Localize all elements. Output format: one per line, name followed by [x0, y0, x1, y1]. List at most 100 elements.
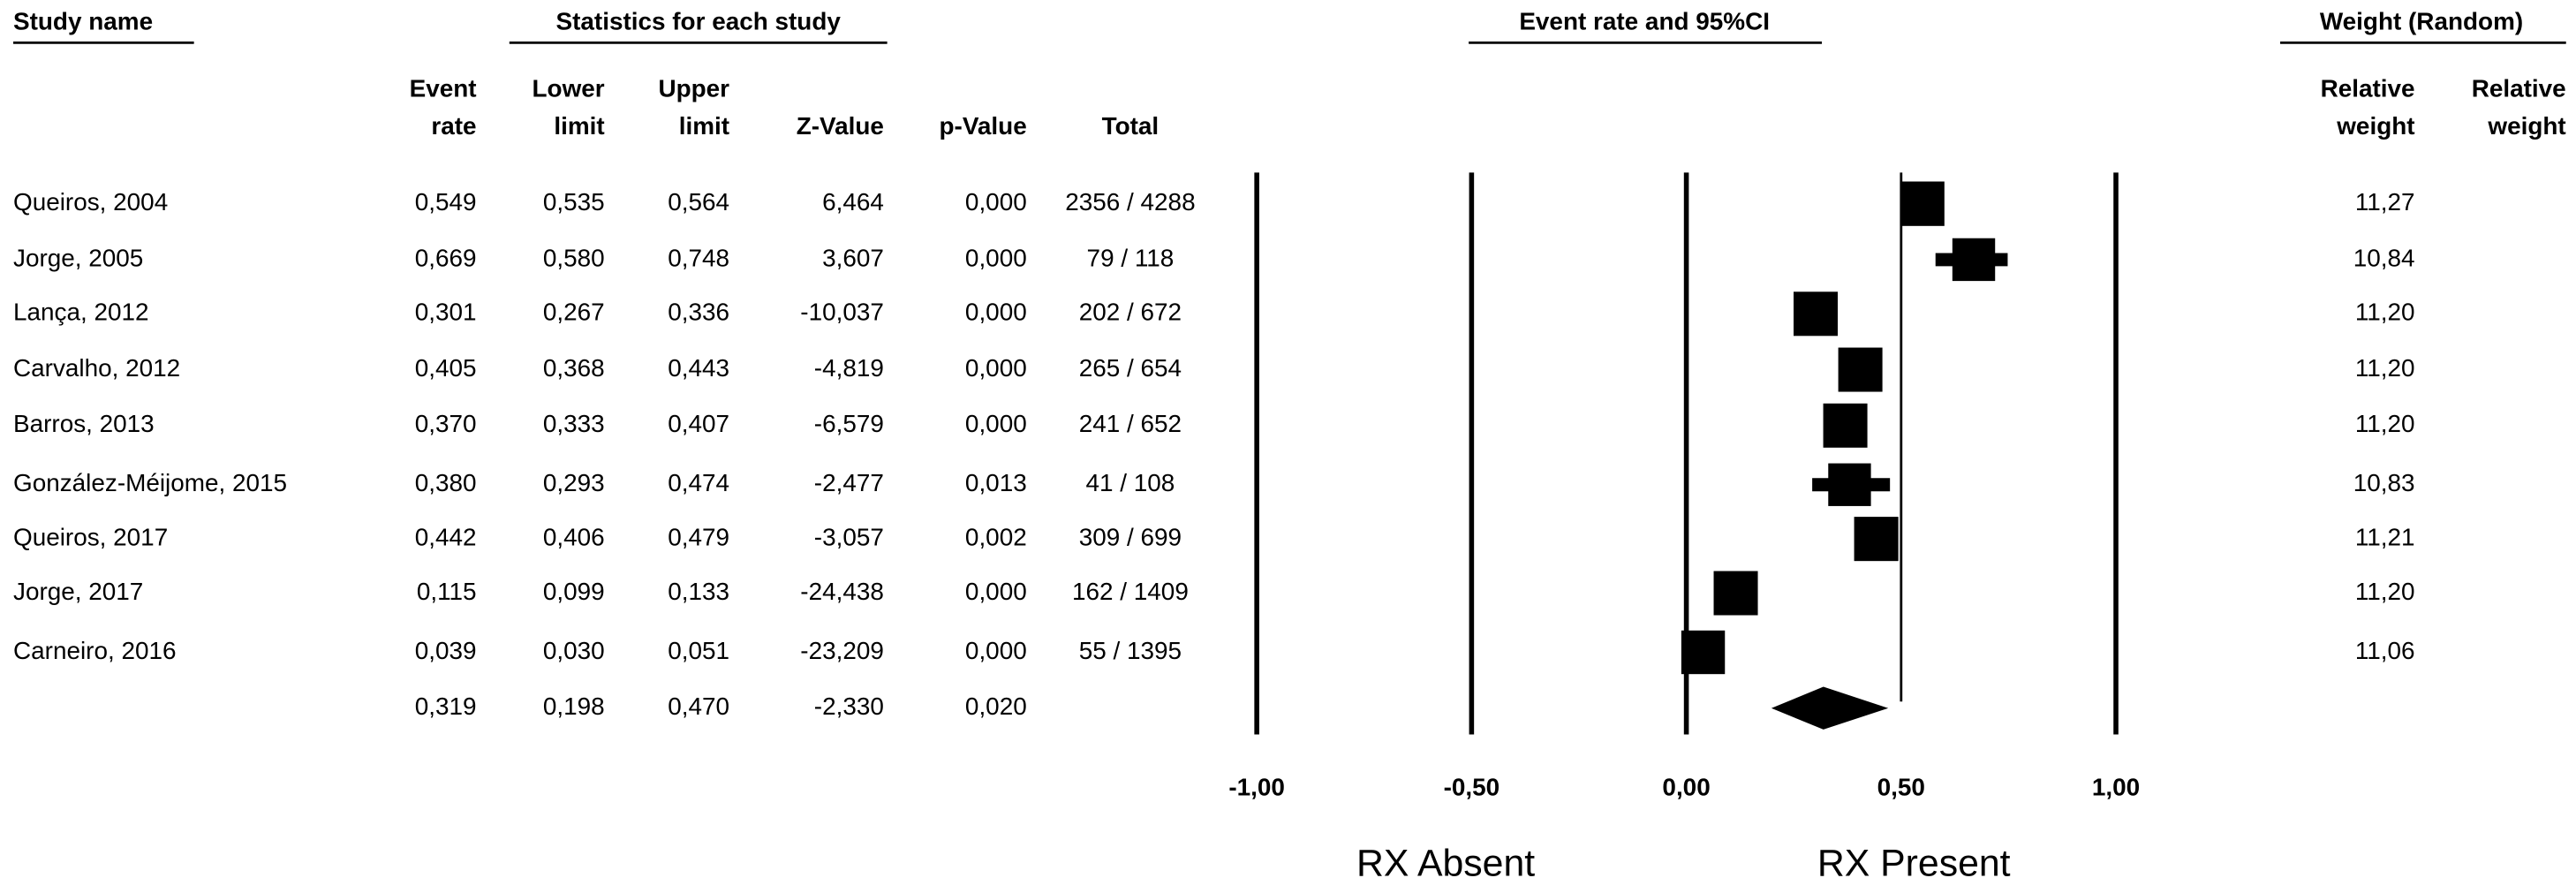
x-tick-label: -1,00	[1228, 773, 1285, 800]
column-header-line: Total	[1102, 112, 1160, 140]
study-name: Queiros, 2004	[13, 188, 168, 216]
upper-limit: 0,564	[668, 188, 729, 216]
x-tick-label: 0,50	[1877, 773, 1925, 800]
p-value: 0,000	[965, 354, 1027, 382]
event-rate: 0,370	[415, 410, 477, 437]
study-marker	[1713, 571, 1758, 616]
z-value: -24,438	[800, 578, 884, 605]
event-rate: 0,039	[415, 637, 477, 664]
column-header-line: Upper	[658, 75, 729, 102]
event-rate: 0,405	[415, 354, 477, 382]
z-value: -10,037	[800, 299, 884, 326]
event-rate: 0,669	[415, 244, 477, 271]
header-weight: Weight (Random)	[2320, 7, 2523, 34]
total: 265 / 654	[1079, 354, 1182, 382]
study-marker	[1828, 463, 1871, 506]
event-rate: 0,442	[415, 524, 477, 551]
lower-limit: 0,267	[543, 299, 605, 326]
relative-weight: 11,06	[2355, 637, 2415, 664]
event-rate: 0,549	[415, 188, 477, 216]
total: 41 / 108	[1086, 469, 1175, 496]
column-header: Relative weight	[2321, 75, 2415, 140]
p-value: 0,000	[965, 578, 1027, 605]
x-tick-label: 1,00	[2092, 773, 2140, 800]
upper-limit: 0,443	[668, 354, 729, 382]
study-name: Lança, 2012	[13, 299, 149, 326]
axis-label: RX Present	[1817, 843, 2011, 885]
column-header-line: limit	[554, 112, 604, 140]
event-rate: 0,301	[415, 299, 477, 326]
column-header-line: Z-Value	[797, 112, 884, 140]
total: 55 / 1395	[1079, 637, 1182, 664]
p-value: 0,000	[965, 299, 1027, 326]
study-marker	[1823, 403, 1868, 448]
upper-limit: 0,051	[668, 637, 729, 664]
upper-limit: 0,133	[668, 578, 729, 605]
column-header: Relative weight	[2472, 75, 2566, 140]
p-value: 0,000	[965, 244, 1027, 271]
lower-limit: 0,580	[543, 244, 605, 271]
column-header-line: weight	[2336, 112, 2414, 140]
column-header-line: Lower	[533, 75, 605, 102]
upper-limit: 0,479	[668, 524, 729, 551]
total: 202 / 672	[1079, 299, 1182, 326]
relative-weight: 10,84	[2353, 244, 2415, 271]
upper-limit: 0,336	[668, 299, 729, 326]
column-header-line: Relative	[2321, 75, 2415, 102]
study-name: Carneiro, 2016	[13, 637, 177, 664]
z-value: -2,477	[814, 469, 884, 496]
p-value: 0,002	[965, 524, 1027, 551]
column-header: p-Value	[940, 112, 1027, 140]
column-header: Event rate	[410, 75, 477, 140]
header-plot: Event rate and 95%CI	[1519, 7, 1770, 34]
p-value: 0,000	[965, 188, 1027, 216]
x-tick-label: 0,00	[1662, 773, 1710, 800]
upper-limit: 0,748	[668, 244, 729, 271]
relative-weight: 11,20	[2355, 578, 2415, 605]
study-marker	[1794, 291, 1839, 337]
column-header-line: weight	[2487, 112, 2565, 140]
study-name: Jorge, 2017	[13, 578, 143, 605]
p-value: 0,000	[965, 410, 1027, 437]
relative-weight: 11,20	[2355, 299, 2415, 326]
column-header: Upper limit	[658, 75, 729, 140]
column-header-line: Relative	[2472, 75, 2566, 102]
study-marker	[1900, 181, 1945, 226]
column-header-line: limit	[679, 112, 729, 140]
z-value: -3,057	[814, 524, 884, 551]
total: 162 / 1409	[1072, 578, 1189, 605]
study-name: González-Méijome, 2015	[13, 469, 287, 496]
z-value: -4,819	[814, 354, 884, 382]
z-value: -2,330	[814, 692, 884, 720]
upper-limit: 0,407	[668, 410, 729, 437]
study-marker	[1854, 517, 1899, 562]
study-marker	[1952, 238, 1996, 282]
summary-diamond	[1771, 686, 1889, 730]
upper-limit: 0,470	[668, 692, 729, 720]
event-rate: 0,115	[417, 578, 477, 605]
column-header-line: p-Value	[940, 112, 1027, 140]
lower-limit: 0,368	[543, 354, 605, 382]
total: 241 / 652	[1079, 410, 1182, 437]
p-value: 0,013	[965, 469, 1027, 496]
study-marker	[1681, 630, 1726, 675]
z-value: 6,464	[822, 188, 884, 216]
lower-limit: 0,406	[543, 524, 605, 551]
lower-limit: 0,099	[543, 578, 605, 605]
lower-limit: 0,535	[543, 188, 605, 216]
column-header: Lower limit	[533, 75, 605, 140]
relative-weight: 11,21	[2355, 524, 2415, 551]
relative-weight: 11,20	[2355, 354, 2415, 382]
relative-weight: 11,27	[2355, 188, 2415, 216]
axis-label: RX Absent	[1356, 843, 1535, 885]
study-marker	[1838, 347, 1883, 392]
event-rate: 0,380	[415, 469, 477, 496]
z-value: 3,607	[822, 244, 884, 271]
z-value: -6,579	[814, 410, 884, 437]
total: 2356 / 4288	[1065, 188, 1195, 216]
event-rate: 0,319	[415, 692, 477, 720]
study-name: Queiros, 2017	[13, 524, 168, 551]
column-header-line: Event	[410, 75, 477, 102]
relative-weight: 10,83	[2353, 469, 2415, 496]
